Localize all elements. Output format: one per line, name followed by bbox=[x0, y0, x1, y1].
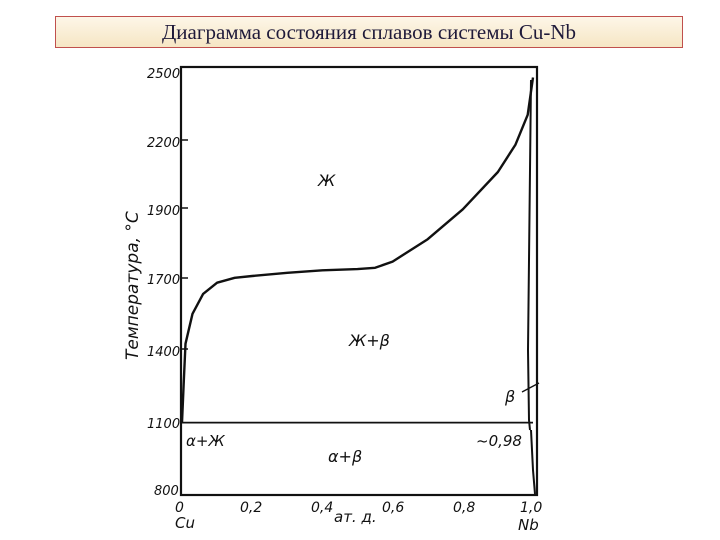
x-left-element: Cu bbox=[175, 514, 195, 532]
y-axis-label: Температура, °С bbox=[123, 211, 143, 360]
x-axis-label: ат. д. bbox=[334, 508, 377, 526]
x-tick: 0 bbox=[175, 500, 184, 516]
region-liquid: Ж bbox=[317, 171, 336, 190]
region-alpha-liquid: α+Ж bbox=[186, 432, 225, 450]
y-tick: 1400 bbox=[147, 345, 180, 360]
x-tick: 0,4 bbox=[311, 500, 333, 516]
x-tick: 0,2 bbox=[240, 500, 262, 516]
y-tick: 1100 bbox=[147, 417, 180, 432]
beta-solvus-lower bbox=[530, 429, 536, 495]
plot-frame bbox=[179, 65, 539, 497]
region-beta: β bbox=[504, 387, 515, 406]
page-title: Диаграмма состояния сплавов системы Cu-N… bbox=[161, 19, 577, 44]
y-tick: 2500 bbox=[147, 67, 180, 82]
x-tick: 0,8 bbox=[453, 500, 475, 516]
x-tick: 0,6 bbox=[382, 500, 404, 516]
phase-boundaries bbox=[180, 77, 535, 424]
liquidus-curve bbox=[180, 77, 535, 423]
title-banner: Диаграмма состояния сплавов системы Cu-N… bbox=[55, 16, 683, 48]
region-alpha-beta: α+β bbox=[328, 447, 362, 466]
y-tick: 2200 bbox=[147, 136, 180, 151]
y-tick: 1700 bbox=[147, 273, 180, 288]
region-liquid-beta: Ж+β bbox=[348, 331, 390, 350]
y-tick: 1900 bbox=[147, 204, 180, 219]
beta-leader-line bbox=[521, 382, 540, 393]
solubility-note: ~0,98 bbox=[476, 432, 522, 450]
beta-solvus-line bbox=[526, 79, 532, 431]
y-tick: 800 bbox=[154, 484, 179, 499]
x-right-element: Nb bbox=[518, 516, 539, 534]
x-tick: 1,0 bbox=[520, 500, 542, 516]
